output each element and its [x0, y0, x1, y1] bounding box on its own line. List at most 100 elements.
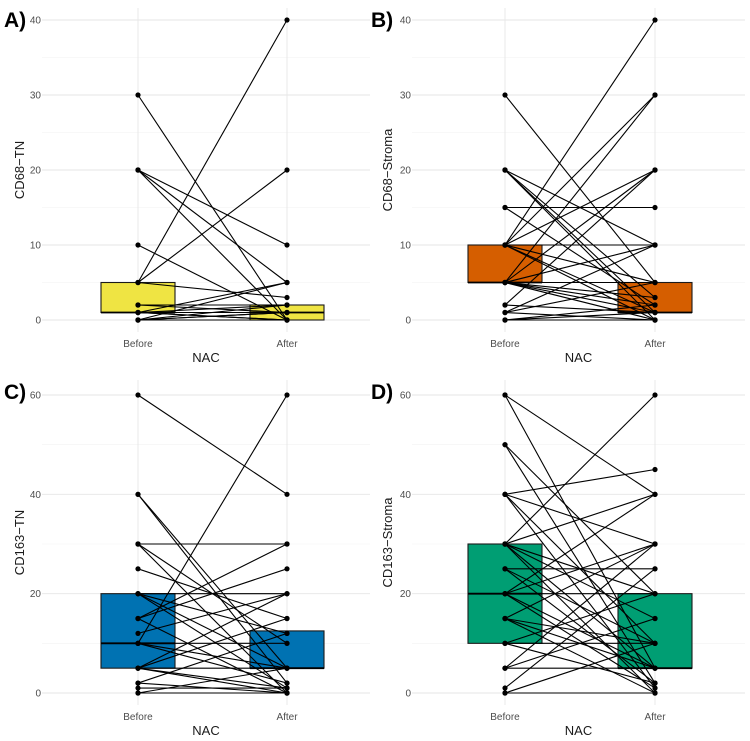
- point-after: [284, 294, 290, 301]
- point-after: [284, 279, 290, 286]
- paired-line: [137, 632, 288, 684]
- paired-line: [504, 244, 656, 314]
- x-tick-label: After: [276, 339, 298, 350]
- point-after: [284, 640, 290, 646]
- paired-line: [137, 667, 288, 694]
- point-after: [652, 302, 658, 308]
- point-after: [284, 685, 290, 691]
- point-before: [135, 690, 141, 696]
- point-after: [652, 317, 658, 323]
- point-before: [502, 640, 508, 646]
- point-before: [502, 665, 508, 671]
- point-before: [502, 204, 508, 211]
- y-tick-label: 20: [400, 589, 412, 600]
- y-tick-label: 40: [30, 490, 42, 501]
- paired-line: [137, 543, 288, 619]
- paired-line: [137, 394, 288, 495]
- paired-line: [504, 394, 656, 545]
- paired-line: [504, 468, 656, 495]
- x-tick-label: Before: [123, 339, 153, 350]
- point-after: [652, 309, 658, 316]
- paired-line: [504, 304, 656, 314]
- y-tick-label: 0: [35, 689, 41, 700]
- point-before: [135, 541, 141, 547]
- y-tick-label: 10: [400, 241, 412, 252]
- y-tick-label: 0: [405, 316, 411, 327]
- paired-line: [504, 543, 656, 619]
- y-tick-label: 60: [30, 391, 42, 402]
- paired-line: [504, 169, 656, 246]
- point-after: [284, 690, 290, 696]
- paired-line: [137, 19, 288, 283]
- y-tick-label: 20: [400, 166, 412, 177]
- point-after: [284, 242, 290, 248]
- point-after: [652, 680, 658, 686]
- paired-line: [137, 642, 288, 684]
- y-tick-label: 20: [30, 589, 42, 600]
- paired-line: [137, 169, 288, 283]
- y-tick-label: 0: [405, 689, 411, 700]
- paired-line: [137, 493, 288, 684]
- paired-line: [137, 593, 288, 669]
- y-tick-label: 60: [400, 391, 412, 402]
- paired-line: [504, 493, 656, 545]
- point-before: [135, 640, 141, 646]
- point-after: [652, 615, 658, 622]
- point-before: [135, 685, 141, 691]
- point-after: [652, 541, 658, 547]
- panel-label: B): [371, 9, 393, 32]
- point-before: [502, 491, 508, 497]
- point-before: [502, 242, 508, 248]
- point-before: [502, 317, 508, 323]
- point-after: [652, 665, 658, 671]
- y-axis-label: CD163−Stroma: [380, 497, 395, 588]
- point-after: [284, 680, 290, 686]
- panel-c: 0 20 40 60 Before After NAC CD163−TN C): [4, 380, 370, 738]
- point-after: [284, 167, 290, 173]
- point-before: [502, 541, 508, 547]
- point-after: [652, 466, 658, 473]
- paired-line: [137, 642, 288, 669]
- y-tick-label: 10: [30, 241, 42, 252]
- paired-line: [504, 568, 656, 684]
- point-before: [502, 302, 508, 308]
- point-before: [502, 685, 508, 691]
- paired-line: [137, 304, 288, 314]
- point-after: [652, 640, 658, 646]
- point-before: [135, 242, 141, 248]
- panel-label: C): [4, 381, 26, 404]
- paired-line: [504, 642, 656, 694]
- point-before: [135, 566, 141, 572]
- paired-line: [137, 281, 288, 314]
- point-before: [502, 167, 508, 173]
- y-tick-label: 0: [35, 316, 41, 327]
- point-after: [652, 279, 658, 286]
- point-before: [135, 630, 141, 637]
- point-after: [652, 392, 658, 398]
- point-before: [135, 167, 141, 173]
- point-before: [135, 317, 141, 323]
- point-before: [135, 615, 141, 622]
- x-axis-label: NAC: [565, 723, 592, 738]
- point-after: [652, 17, 658, 23]
- point-before: [135, 491, 141, 497]
- point-after: [652, 690, 658, 696]
- paired-line: [504, 617, 656, 644]
- point-after: [284, 309, 290, 316]
- paired-line: [504, 617, 656, 669]
- point-after: [284, 392, 290, 398]
- point-after: [284, 591, 290, 597]
- point-before: [502, 566, 508, 572]
- paired-line: [504, 642, 656, 684]
- x-tick-label: After: [644, 712, 666, 723]
- point-before: [502, 92, 508, 98]
- point-before: [135, 309, 141, 316]
- paired-line: [504, 618, 656, 694]
- point-before: [135, 665, 141, 671]
- point-before: [502, 615, 508, 622]
- point-before: [502, 279, 508, 286]
- panel-b: 0 10 20 30 40 Before After NAC CD68−Stroma B): [371, 8, 745, 365]
- point-after: [652, 685, 658, 691]
- y-tick-label: 20: [30, 166, 42, 177]
